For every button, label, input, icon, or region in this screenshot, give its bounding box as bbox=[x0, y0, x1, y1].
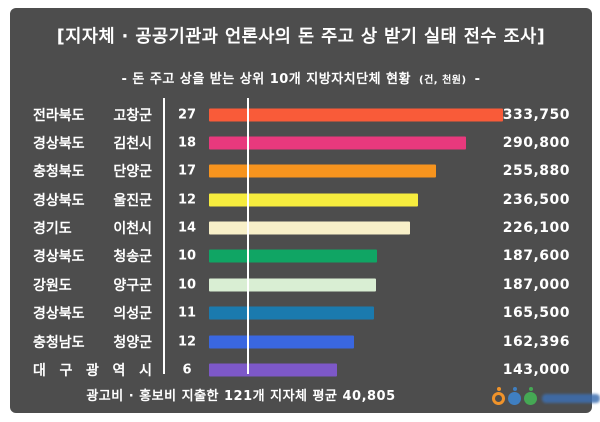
row-amount: 333,750 bbox=[502, 106, 570, 123]
row-label-part: 광 bbox=[86, 363, 99, 379]
row-label-part: 역 bbox=[112, 363, 126, 379]
chart-row: 경상북도 김천시 18 290,800 bbox=[10, 129, 592, 157]
row-count: 6 bbox=[182, 362, 192, 378]
row-bar bbox=[209, 306, 374, 320]
chart-row: 강원도 양구군 10 187,000 bbox=[10, 271, 592, 299]
row-count: 10 bbox=[177, 277, 197, 293]
logo-dot-icon bbox=[512, 387, 517, 391]
chart-row: 경상북도 청송군 10 187,600 bbox=[10, 242, 592, 270]
row-count: 12 bbox=[177, 334, 197, 350]
row-bar bbox=[209, 335, 354, 349]
infographic-panel: [지자체 · 공공기관과 언론사의 돈 주고 상 받기 실태 전수 조사] - … bbox=[10, 8, 600, 413]
chart-row: 충청남도 청양군 12 162,396 bbox=[10, 328, 592, 356]
average-footnote: 광고비 · 홍보비 지출한 121개 지자체 평균 40,805 bbox=[86, 389, 396, 404]
axis-line bbox=[163, 98, 165, 374]
row-label-part: 의성군 bbox=[113, 306, 152, 323]
row-bar bbox=[209, 136, 466, 150]
bar-chart: 전라북도 고창군 27 333,750 경상북도 김천시 18 290,800 충청… bbox=[10, 8, 592, 413]
logo-dot-icon bbox=[496, 387, 501, 391]
row-amount: 226,100 bbox=[502, 220, 570, 237]
reference-guide-line bbox=[247, 98, 249, 374]
logo-dot-icon bbox=[528, 387, 533, 391]
row-count: 17 bbox=[177, 163, 197, 179]
row-label-part: 고창군 bbox=[113, 107, 152, 124]
row-label-part: 김천시 bbox=[113, 135, 152, 152]
row-label-part: 대 bbox=[33, 363, 46, 379]
logo-circle-icon bbox=[508, 392, 521, 405]
row-label-part: 청송군 bbox=[113, 249, 152, 266]
row-bar bbox=[209, 221, 410, 235]
row-label-part: 강원도 bbox=[33, 277, 72, 294]
row-amount: 236,500 bbox=[502, 191, 570, 208]
row-count: 18 bbox=[177, 135, 197, 151]
chart-row: 경상북도 울진군 12 236,500 bbox=[10, 186, 592, 214]
logo-ring-icon bbox=[492, 392, 505, 405]
chart-row: 전라북도 고창군 27 333,750 bbox=[10, 101, 592, 129]
row-count: 12 bbox=[177, 192, 197, 208]
logo-wordmark bbox=[542, 394, 600, 403]
row-bar bbox=[209, 278, 376, 292]
row-label: 전라북도 고창군 bbox=[33, 105, 152, 125]
row-label-part: 충청북도 bbox=[33, 164, 85, 181]
row-bar bbox=[209, 164, 436, 178]
row-label-part: 양구군 bbox=[113, 277, 152, 294]
row-label-part: 충청남도 bbox=[33, 334, 85, 351]
chart-subtitle-suffix: - bbox=[474, 72, 481, 87]
row-count: 11 bbox=[177, 305, 197, 321]
chart-row: 경상북도 의성군 11 165,500 bbox=[10, 299, 592, 327]
row-count: 27 bbox=[177, 107, 197, 122]
chart-subtitle-text: - 돈 주고 상을 받는 상위 10개 지방자치단체 현황 bbox=[121, 72, 411, 87]
logo-circle-blue-icon bbox=[508, 387, 521, 405]
row-amount: 187,600 bbox=[502, 248, 570, 265]
logo-circle-icon bbox=[524, 392, 537, 405]
row-label: 경상북도 김천시 bbox=[33, 133, 152, 153]
row-bar bbox=[209, 108, 503, 121]
row-label: 충청남도 청양군 bbox=[33, 332, 152, 352]
chart-subtitle-unit: (건, 천원) bbox=[419, 75, 467, 86]
row-label-part: 경상북도 bbox=[33, 192, 85, 209]
chart-row: 경기도 이천시 14 226,100 bbox=[10, 214, 592, 242]
row-amount: 162,396 bbox=[502, 333, 570, 350]
row-label-part: 이천시 bbox=[113, 221, 152, 238]
row-label-part: 경기도 bbox=[33, 221, 72, 238]
row-label-part: 단양군 bbox=[113, 164, 152, 181]
row-label: 강원도 양구군 bbox=[33, 275, 152, 295]
row-label-part: 경상북도 bbox=[33, 306, 85, 323]
logo-circle-orange-icon bbox=[492, 387, 505, 405]
press-logo-mark bbox=[492, 387, 537, 405]
row-label: 경상북도 의성군 bbox=[33, 303, 152, 323]
row-amount: 143,000 bbox=[502, 362, 570, 378]
chart-row: 충청북도 단양군 17 255,880 bbox=[10, 157, 592, 185]
row-label-part: 전라북도 bbox=[33, 107, 85, 124]
row-label-part: 시 bbox=[139, 363, 152, 379]
row-label-part: 경상북도 bbox=[33, 135, 85, 152]
row-amount: 255,880 bbox=[502, 163, 570, 180]
page-title: [지자체 · 공공기관과 언론사의 돈 주고 상 받기 실태 전수 조사] bbox=[56, 27, 546, 47]
row-count: 14 bbox=[177, 220, 197, 236]
row-count: 10 bbox=[177, 248, 197, 264]
row-label: 경상북도 울진군 bbox=[33, 190, 152, 210]
row-label-part: 구 bbox=[59, 363, 73, 379]
row-label-part: 울진군 bbox=[113, 192, 152, 209]
row-label-part: 경상북도 bbox=[33, 249, 85, 266]
row-label: 경기도 이천시 bbox=[33, 218, 152, 238]
row-amount: 165,500 bbox=[502, 305, 570, 322]
row-label: 충청북도 단양군 bbox=[33, 161, 152, 181]
row-label-part: 청양군 bbox=[113, 334, 152, 351]
row-label: 경상북도 청송군 bbox=[33, 246, 152, 266]
row-amount: 290,800 bbox=[502, 134, 570, 151]
row-bar bbox=[209, 249, 377, 263]
logo-circle-green-icon bbox=[524, 387, 537, 405]
chart-subtitle: - 돈 주고 상을 받는 상위 10개 지방자치단체 현황 (건, 천원) - bbox=[10, 68, 592, 87]
row-amount: 187,000 bbox=[502, 276, 570, 293]
row-bar bbox=[209, 363, 337, 377]
press-logo bbox=[492, 387, 600, 405]
row-bar bbox=[209, 193, 418, 207]
